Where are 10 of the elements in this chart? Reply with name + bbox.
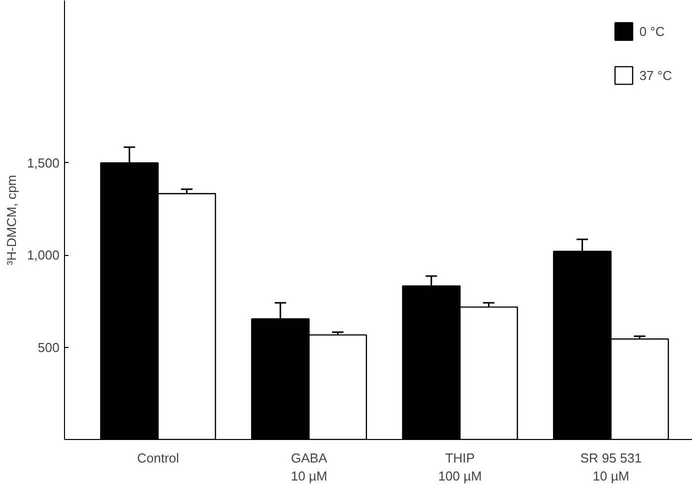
y-axis-title: ³H-DMCM, cpm [4,174,19,266]
x-tick-label: SR 95 531 10 µM [580,450,642,484]
x-tick-label: Control [137,450,180,466]
y-tick-label: 500 [38,340,60,355]
legend-label: 0 °C [639,24,665,38]
x-tick-label: GABA 10 µM [290,450,328,484]
y-tick-label: 1,500 [26,155,60,170]
x-tick-label: THIP 100 µM [438,450,482,484]
y-tick-label: 1,000 [26,248,60,263]
legend-label: 37 °C [639,68,672,82]
